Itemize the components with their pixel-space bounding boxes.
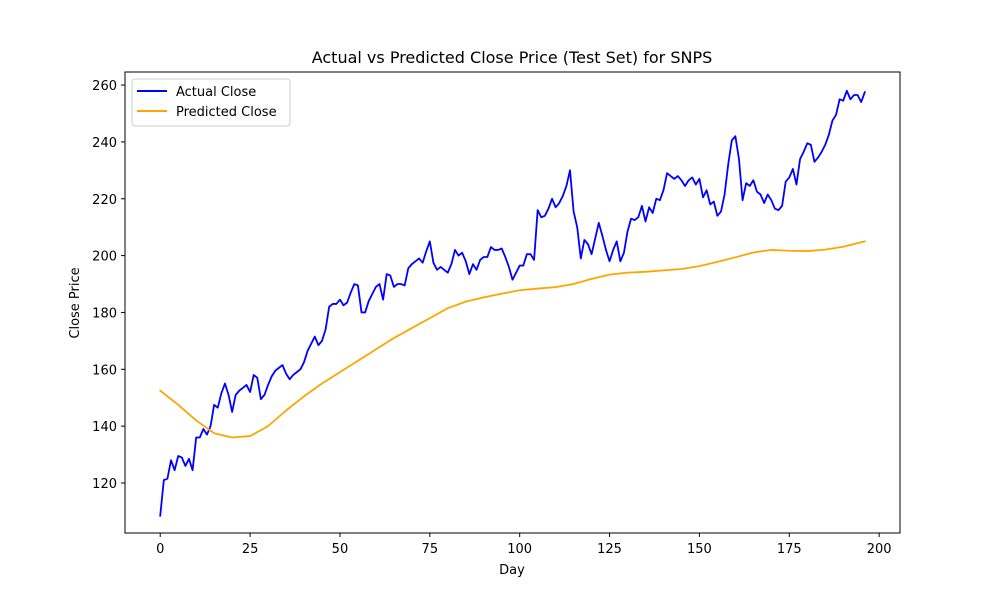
legend-label-actual-close: Actual Close (176, 85, 256, 100)
y-tick-label: 260 (92, 79, 117, 94)
y-tick-label: 120 (92, 477, 117, 492)
legend-box (131, 78, 291, 127)
x-axis-title: Day (499, 563, 525, 578)
chart-title: Actual vs Predicted Close Price (Test Se… (312, 48, 713, 67)
plot-frame (124, 71, 901, 534)
y-tick-label: 240 (92, 136, 117, 151)
legend: Actual Close Predicted Close (131, 78, 291, 127)
plot-area: 0 25 50 75 100 125 150 175 200 120 140 160 180 200 22… (92, 71, 901, 557)
x-tick-label: 150 (687, 542, 712, 557)
series-line-predicted-close (158, 240, 866, 439)
y-tick-label: 200 (92, 250, 117, 265)
x-axis-ticks: 0 25 50 75 100 125 150 175 200 (156, 533, 892, 557)
x-tick-label: 50 (332, 542, 349, 557)
legend-label-predicted-close: Predicted Close (176, 105, 277, 120)
y-tick-label: 220 (92, 193, 117, 208)
series-line-actual-close (159, 89, 866, 517)
y-axis-title: Close Price (68, 267, 83, 338)
series-layer (158, 89, 866, 517)
x-tick-label: 0 (156, 542, 164, 557)
x-tick-label: 25 (242, 542, 259, 557)
y-tick-label: 160 (92, 363, 117, 378)
y-tick-label: 180 (92, 306, 117, 321)
y-tick-label: 140 (92, 420, 117, 435)
x-tick-label: 175 (777, 542, 802, 557)
x-tick-label: 200 (867, 542, 892, 557)
x-tick-label: 125 (597, 542, 622, 557)
x-tick-label: 75 (422, 542, 439, 557)
x-tick-label: 100 (507, 542, 532, 557)
y-axis-ticks: 120 140 160 180 200 220 240 260 (92, 79, 125, 492)
